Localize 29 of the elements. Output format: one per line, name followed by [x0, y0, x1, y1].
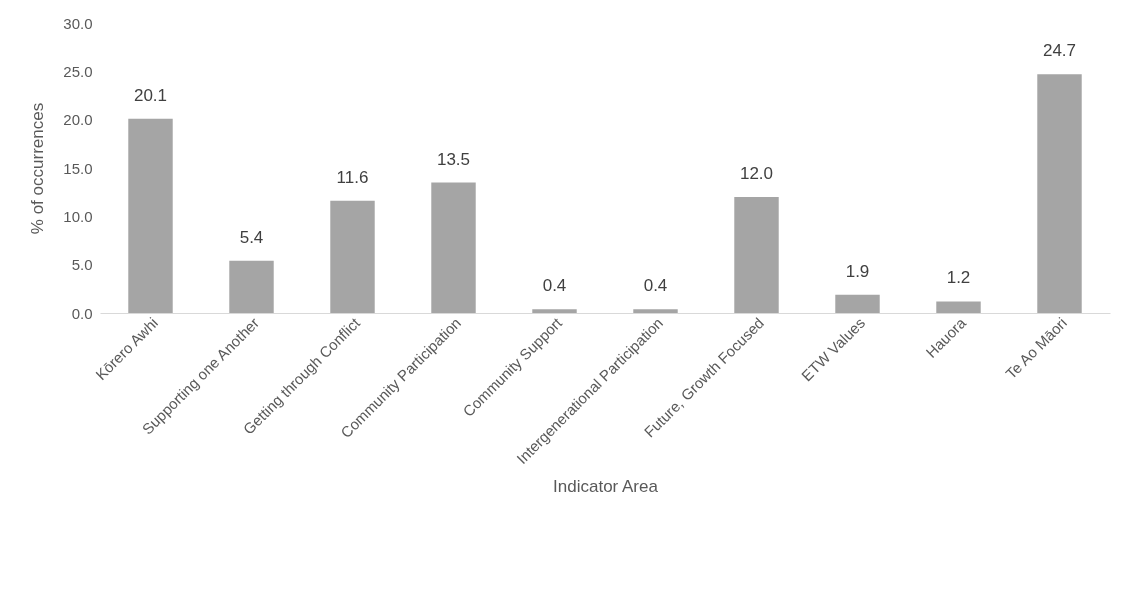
bar: [128, 118, 173, 313]
bar: [734, 197, 779, 313]
y-tick-label: 10.0: [63, 207, 93, 225]
bar: [330, 200, 375, 313]
y-axis-title: % of occurrences: [28, 102, 48, 235]
y-tick-label: 30.0: [63, 14, 93, 32]
data-label: 5.4: [239, 227, 264, 247]
data-label: 0.4: [542, 276, 567, 296]
y-tick-label: 5.0: [71, 256, 93, 274]
y-tick-label: 15.0: [63, 159, 93, 177]
bar: [835, 294, 880, 313]
bar: [532, 309, 577, 313]
bar: [633, 309, 678, 313]
y-tick-label: 0.0: [71, 304, 93, 322]
data-label: 1.2: [946, 268, 971, 288]
bar: [229, 260, 274, 313]
data-label: 13.5: [436, 149, 471, 169]
x-axis-title: Indicator Area: [553, 477, 659, 497]
bar: [1037, 74, 1082, 313]
data-label: 12.0: [739, 164, 774, 183]
data-label: 20.1: [133, 85, 168, 105]
y-tick-label: 20.0: [63, 111, 93, 129]
y-tick-label: 25.0: [63, 62, 93, 80]
data-label: 0.4: [643, 276, 668, 296]
data-label: 24.7: [1042, 41, 1077, 61]
data-label: 11.6: [336, 167, 369, 187]
data-label: 1.9: [845, 261, 870, 281]
bar: [936, 301, 981, 313]
bar: [431, 182, 476, 313]
